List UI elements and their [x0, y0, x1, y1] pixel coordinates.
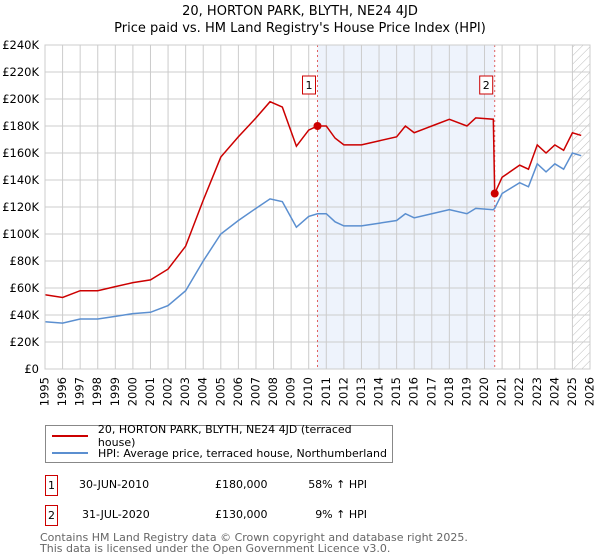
sale-point	[313, 122, 322, 130]
x-tick-label: 2000	[125, 377, 139, 406]
y-tick-label: £220K	[2, 65, 39, 79]
y-tick-label: £60K	[10, 281, 40, 295]
x-tick-label: 2022	[512, 377, 526, 406]
footer-line-1: Contains HM Land Registry data © Crown c…	[40, 531, 468, 544]
x-tick-label: 2011	[319, 377, 333, 406]
sale-point	[490, 189, 499, 198]
y-tick-label: £20K	[10, 335, 40, 349]
y-tick-label: £120K	[2, 200, 39, 214]
y-tick-label: £240K	[2, 38, 39, 52]
x-tick-label: 2003	[178, 377, 192, 406]
chart-subtitle: Price paid vs. HM Land Registry's House …	[114, 21, 486, 36]
x-tick-label: 2017	[424, 377, 438, 406]
sale-badge: 2	[45, 505, 58, 526]
sale-date: 30-JUN-2010	[79, 478, 150, 491]
x-tick-label: 1999	[108, 377, 122, 406]
x-tick-label: 2024	[547, 377, 561, 406]
price-chart: 1995 1996 1997 1998 1999 2000 2001 2002 2003 2004…	[2, 38, 597, 406]
x-tick-label: 2004	[196, 377, 210, 406]
chart-title: 20, HORTON PARK, BLYTH, NE24 4JD	[182, 4, 418, 19]
footer-line-2: This data is licensed under the Open Gov…	[40, 542, 391, 555]
x-tick-label: 1998	[90, 377, 104, 406]
x-tick-label: 2001	[143, 377, 157, 406]
y-tick-label: £80K	[10, 254, 40, 268]
x-tick-label: 2019	[459, 377, 473, 406]
sale-badge: 1	[45, 475, 58, 496]
x-tick-label: 2014	[372, 377, 386, 406]
x-tick-label: 2002	[161, 377, 175, 406]
x-tick-label: 2008	[266, 377, 280, 406]
y-tick-label: £100K	[2, 227, 39, 241]
y-tick-label: £200K	[2, 92, 39, 106]
sale-label: 2	[483, 79, 490, 92]
x-tick-label: 2020	[477, 377, 491, 406]
legend: 20, HORTON PARK, BLYTH, NE24 4JD (terrac…	[45, 423, 393, 463]
legend-swatch-property	[52, 435, 88, 437]
y-tick-label: £40K	[10, 308, 40, 322]
footer: Contains HM Land Registry data © Crown c…	[40, 532, 468, 554]
x-tick-label: 1995	[38, 377, 52, 406]
x-tick-label: 2016	[407, 377, 421, 406]
series-line	[44, 100, 582, 299]
legend-swatch-hpi	[52, 452, 88, 454]
sale-hpi-diff: 58% ↑ HPI	[308, 478, 367, 491]
x-tick-label: 2025	[565, 377, 579, 406]
y-tick-label: £160K	[2, 146, 39, 160]
sale-price: £180,000	[215, 478, 268, 491]
x-tick-label: 2023	[530, 377, 544, 406]
series-line	[44, 152, 582, 324]
x-tick-label: 2012	[336, 377, 350, 406]
sale-label-box	[302, 75, 316, 95]
plot-frame	[44, 44, 591, 370]
legend-label-hpi: HPI: Average price, terraced house, Nort…	[98, 446, 387, 460]
x-tick-label: 2021	[495, 377, 509, 406]
x-tick-label: 2015	[389, 377, 403, 406]
x-tick-label: 2026	[583, 377, 597, 406]
x-tick-label: 1997	[73, 377, 87, 406]
legend-label-property: 20, HORTON PARK, BLYTH, NE24 4JD (terrac…	[97, 423, 352, 449]
y-tick-label: £0	[24, 362, 39, 376]
x-tick-label: 2018	[442, 377, 456, 406]
x-tick-label: 2005	[213, 377, 227, 406]
sale-label-box	[479, 75, 494, 95]
x-tick-label: 2010	[301, 377, 315, 406]
x-tick-label: 2007	[248, 377, 262, 406]
x-tick-label: 1996	[55, 377, 69, 406]
x-tick-label: 2006	[231, 377, 245, 406]
x-tick-label: 2009	[284, 377, 298, 406]
sale-date: 31-JUL-2020	[82, 508, 150, 521]
sale-label: 1	[306, 79, 313, 92]
sale-price: £130,000	[215, 508, 268, 521]
y-tick-label: £180K	[2, 119, 39, 133]
y-tick-label: £140K	[2, 173, 39, 187]
sale-hpi-diff: 9% ↑ HPI	[315, 508, 367, 521]
x-tick-label: 2013	[354, 377, 368, 406]
